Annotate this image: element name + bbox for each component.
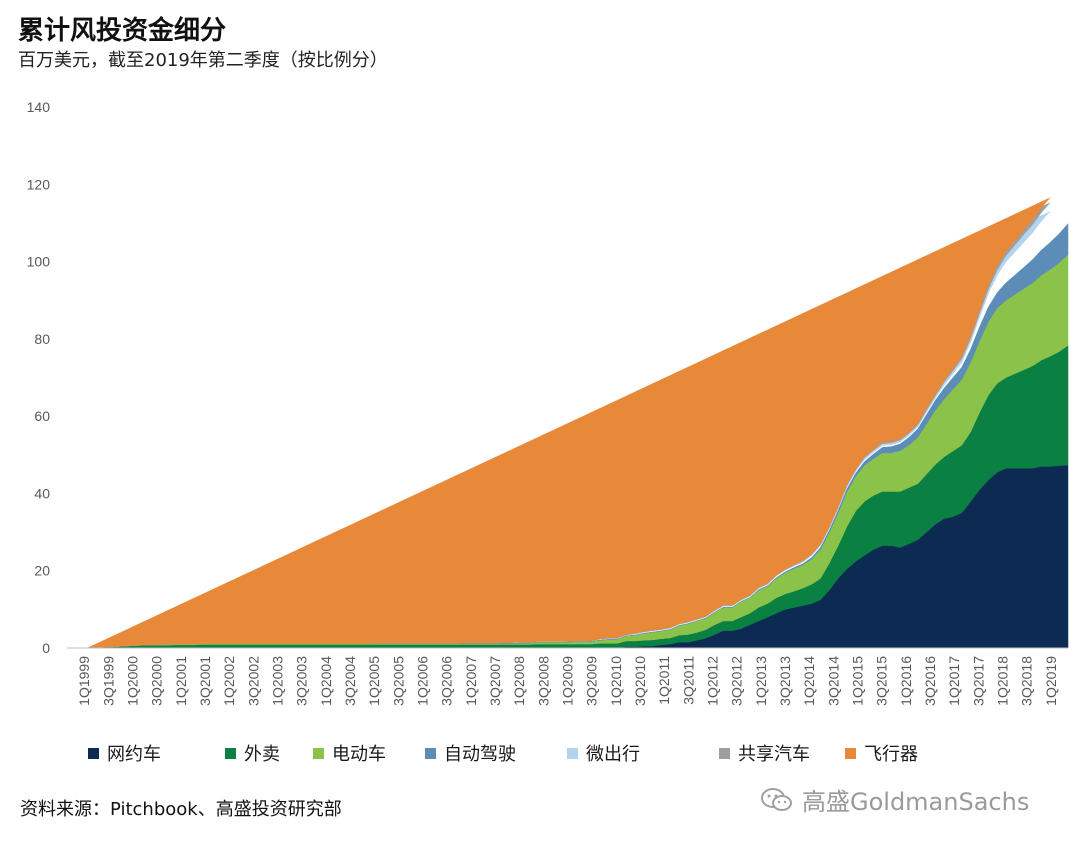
x-tick-label: 3Q2010	[632, 656, 648, 706]
x-tick-label: 3Q2006	[439, 656, 455, 706]
x-tick-label: 3Q2004	[342, 656, 358, 706]
legend-swatch	[567, 747, 578, 759]
x-tick-label: 3Q2018	[1019, 656, 1035, 706]
x-tick-label: 1Q2011	[656, 656, 672, 705]
x-tick-label: 1Q2018	[995, 656, 1011, 706]
legend-swatch	[719, 747, 730, 759]
x-tick-label: 3Q2012	[729, 656, 745, 706]
x-tick-label: 1Q2003	[269, 656, 285, 706]
legend-item-1: 网约车	[88, 740, 161, 766]
legend-swatch	[225, 747, 236, 759]
legend-label: 飞行器	[864, 744, 918, 765]
x-tick-label: 3Q2017	[970, 656, 986, 706]
x-tick-label: 1Q2007	[463, 656, 479, 706]
legend-item-5: 微出行	[567, 740, 640, 766]
source-note: 资料来源：Pitchbook、高盛投资研究部	[20, 799, 342, 820]
legend-swatch	[313, 747, 324, 759]
legend-label: 电动车	[332, 744, 386, 765]
stacked-area-chart: 0 20 40 60 80 100 120 140 1Q1999 3Q1999 1Q2000 3Q2…	[27, 99, 1069, 706]
legend-label: 外卖	[244, 744, 280, 765]
y-tick-label: 20	[34, 563, 50, 579]
x-tick-label: 3Q2003	[294, 656, 310, 706]
y-tick-label: 120	[27, 176, 51, 192]
x-tick-label: 1Q2006	[414, 656, 430, 706]
x-tick-label: 1Q2019	[1043, 656, 1059, 706]
area-series-4	[86, 223, 1069, 649]
legend-label: 自动驾驶	[444, 744, 516, 765]
x-tick-label: 1Q2015	[850, 656, 866, 706]
chart-subtitle: 百万美元，截至2019年第二季度（按比例分）	[18, 50, 388, 71]
x-tick-label: 1Q1999	[76, 656, 92, 706]
wechat-icon	[761, 787, 792, 811]
x-tick-label: 3Q2007	[487, 656, 503, 706]
legend-item-7: 飞行器	[845, 740, 918, 766]
area-series-7	[86, 197, 1051, 649]
x-tick-label: 3Q2015	[874, 656, 890, 706]
x-tick-label: 1Q2014	[801, 656, 817, 706]
watermark-text: 高盛GoldmanSachs	[802, 788, 1030, 816]
x-tick-label: 3Q2008	[535, 656, 551, 706]
x-tick-label: 3Q2009	[584, 656, 600, 706]
y-tick-label: 0	[42, 640, 50, 656]
legend-item-3: 电动车	[313, 740, 386, 766]
legend-swatch	[845, 747, 856, 759]
legend-item-4: 自动驾驶	[425, 740, 516, 766]
x-tick-label: 1Q2010	[608, 656, 624, 706]
x-tick-label: 1Q2004	[318, 656, 334, 706]
watermark: 高盛GoldmanSachs	[760, 782, 1029, 817]
legend-item-2: 外卖	[225, 740, 280, 766]
x-tick-label: 3Q2013	[777, 656, 793, 706]
x-tick-label: 3Q2000	[149, 656, 165, 706]
legend: 网约车 外卖 电动车 自动驾驶 微出行 共享汽车 飞行器	[0, 740, 1080, 770]
y-tick-label: 80	[34, 331, 50, 347]
x-tick-label: 3Q2002	[245, 656, 261, 706]
x-tick-label: 1Q2009	[560, 656, 576, 706]
y-tick-label: 40	[34, 485, 50, 501]
legend-swatch	[425, 747, 436, 759]
x-tick-label: 1Q2016	[898, 656, 914, 706]
x-tick-label: 1Q2005	[366, 656, 382, 706]
x-tick-label: 3Q1999	[100, 656, 116, 706]
x-tick-label: 1Q2000	[124, 656, 140, 706]
chart-title: 累计风投资金细分	[18, 16, 227, 46]
x-tick-label: 1Q2012	[705, 656, 721, 706]
y-axis: 0 20 40 60 80 100 120 140	[27, 99, 51, 656]
x-tick-label: 1Q2017	[946, 656, 962, 706]
area-series-group	[86, 197, 1069, 649]
x-tick-label: 3Q2001	[197, 656, 213, 706]
legend-label: 网约车	[107, 744, 161, 765]
y-tick-label: 60	[34, 408, 50, 424]
y-tick-label: 100	[27, 254, 51, 270]
legend-label: 微出行	[586, 744, 640, 765]
x-tick-label: 3Q2005	[390, 656, 406, 706]
x-tick-label: 3Q2014	[825, 656, 841, 706]
x-tick-label: 1Q2008	[511, 656, 527, 706]
y-tick-label: 140	[27, 99, 51, 115]
x-tick-label: 3Q2011	[680, 656, 696, 705]
x-axis: 1Q1999 3Q1999 1Q2000 3Q2000 1Q2001 3Q2001 1Q20…	[67, 647, 1068, 706]
x-tick-label: 3Q2016	[922, 656, 938, 706]
legend-label: 共享汽车	[738, 744, 810, 765]
legend-item-6: 共享汽车	[719, 740, 810, 766]
x-tick-label: 1Q2002	[221, 656, 237, 706]
x-tick-label: 1Q2013	[753, 656, 769, 706]
x-tick-label: 1Q2001	[173, 656, 189, 706]
legend-swatch	[88, 747, 99, 759]
